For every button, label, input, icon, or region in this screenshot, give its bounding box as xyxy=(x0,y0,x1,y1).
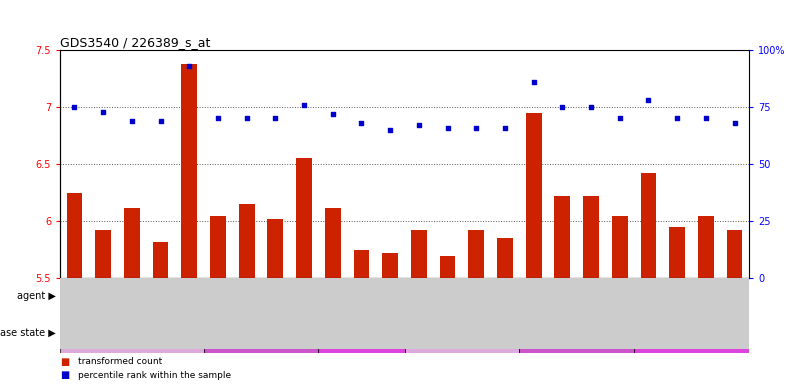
Point xyxy=(470,124,483,131)
Bar xyxy=(210,215,226,278)
Bar xyxy=(296,159,312,278)
Point xyxy=(527,79,540,85)
Bar xyxy=(554,196,570,278)
Text: control: control xyxy=(214,291,251,301)
Point xyxy=(68,104,81,110)
Text: previous meningeal
tuberculosis: previous meningeal tuberculosis xyxy=(94,323,170,343)
Point xyxy=(355,120,368,126)
Bar xyxy=(519,313,634,353)
Bar xyxy=(583,196,599,278)
Text: previous pulmonary
tuberculosis: previous pulmonary tuberculosis xyxy=(223,323,300,343)
Text: ■: ■ xyxy=(60,371,70,381)
Bar xyxy=(727,230,743,278)
Point xyxy=(298,102,311,108)
Point xyxy=(211,116,224,122)
Bar xyxy=(124,208,139,278)
Point xyxy=(183,63,195,69)
Text: latent tuberculosis: latent tuberculosis xyxy=(655,329,727,338)
Bar xyxy=(382,253,398,278)
Bar xyxy=(239,204,255,278)
Bar xyxy=(325,208,340,278)
Bar xyxy=(405,278,749,313)
Text: latent tuberculosis: latent tuberculosis xyxy=(325,329,397,338)
Text: percentile rank within the sample: percentile rank within the sample xyxy=(78,371,231,380)
Point xyxy=(585,104,598,110)
Bar xyxy=(95,230,111,278)
Bar xyxy=(203,313,318,353)
Bar xyxy=(268,219,284,278)
Point xyxy=(269,116,282,122)
Bar xyxy=(641,173,656,278)
Point xyxy=(642,97,655,103)
Point xyxy=(413,122,425,128)
Bar xyxy=(440,256,456,278)
Bar xyxy=(60,278,405,313)
Text: GDS3540 / 226389_s_at: GDS3540 / 226389_s_at xyxy=(60,36,211,49)
Point xyxy=(441,124,454,131)
Bar xyxy=(181,64,197,278)
Text: disease state ▶: disease state ▶ xyxy=(0,328,56,338)
Text: ■: ■ xyxy=(60,357,70,367)
Point xyxy=(97,109,110,115)
Bar xyxy=(153,242,168,278)
Text: previous meningeal
tuberculosis: previous meningeal tuberculosis xyxy=(424,323,500,343)
Bar xyxy=(411,230,427,278)
Bar xyxy=(698,215,714,278)
Point xyxy=(154,118,167,124)
Point xyxy=(699,116,712,122)
Text: agent ▶: agent ▶ xyxy=(17,291,56,301)
Bar xyxy=(318,313,405,353)
Point xyxy=(556,104,569,110)
Bar xyxy=(66,193,83,278)
Bar xyxy=(469,230,484,278)
Bar xyxy=(497,238,513,278)
Point xyxy=(384,127,396,133)
Text: Mycobacterium tuberculosis H37Rv lysate: Mycobacterium tuberculosis H37Rv lysate xyxy=(467,291,686,301)
Point xyxy=(240,116,253,122)
Point xyxy=(498,124,511,131)
Bar xyxy=(405,313,519,353)
Point xyxy=(728,120,741,126)
Bar xyxy=(612,215,628,278)
Bar xyxy=(634,313,749,353)
Bar xyxy=(670,227,685,278)
Text: previous pulmonary
tuberculosis: previous pulmonary tuberculosis xyxy=(538,323,615,343)
Point xyxy=(326,111,339,117)
Bar xyxy=(60,313,203,353)
Text: transformed count: transformed count xyxy=(78,358,162,366)
Point xyxy=(614,116,626,122)
Point xyxy=(670,116,683,122)
Bar xyxy=(525,113,541,278)
Point xyxy=(126,118,139,124)
Bar xyxy=(353,250,369,278)
